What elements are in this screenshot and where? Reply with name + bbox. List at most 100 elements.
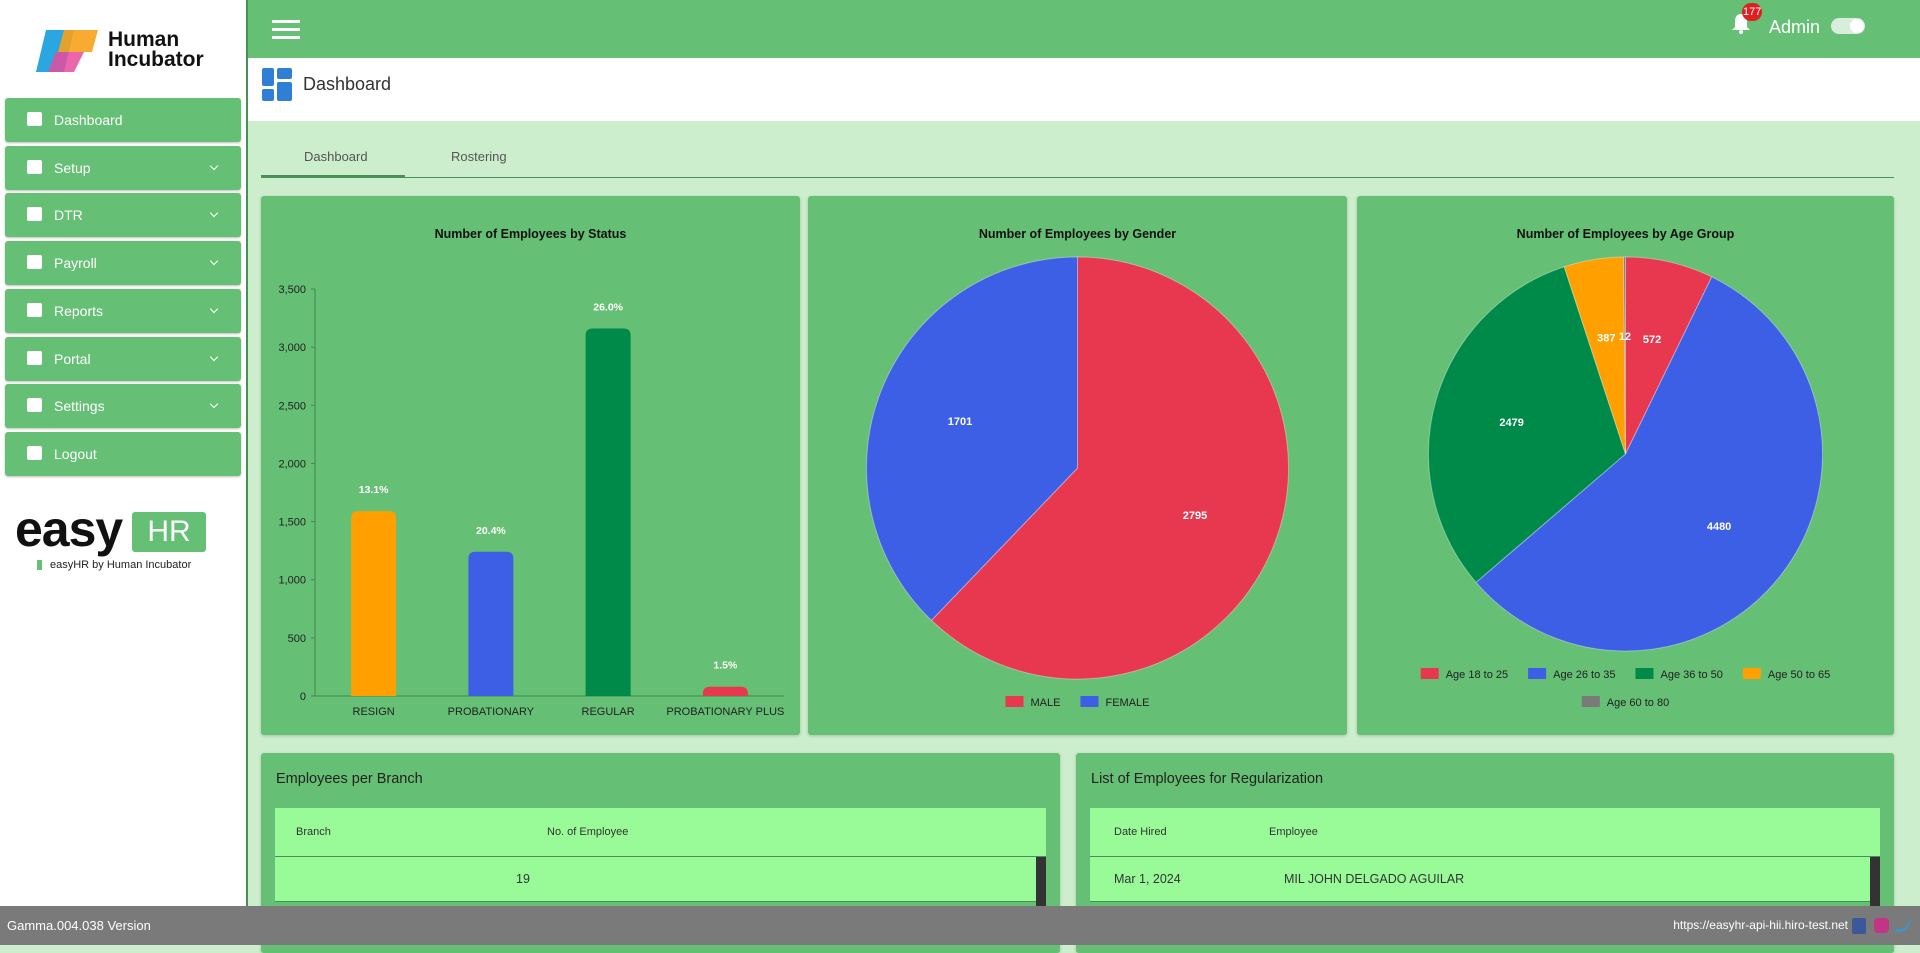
active-tab-underline	[261, 175, 405, 178]
menu-icon	[27, 398, 42, 413]
legend-swatch	[1635, 668, 1654, 679]
top-bar: 177 Admin	[248, 0, 1920, 58]
menu-label: Setup	[54, 159, 91, 176]
menu-icon	[27, 159, 42, 174]
slice-label: 2479	[1499, 417, 1523, 429]
x-tick-label: PROBATIONARY PLUS	[666, 706, 784, 718]
y-tick-label: 500	[288, 633, 306, 645]
version: Gamma.004.038 Version	[7, 918, 151, 933]
tagline-mark	[37, 560, 42, 570]
bar-annotation: 13.1%	[359, 484, 389, 496]
bar	[702, 686, 748, 696]
pie-slice	[1475, 276, 1823, 652]
chart-card: Number of Employees by Status 0 500 1,000 1,…	[261, 196, 800, 735]
slice-label: 387	[1597, 332, 1615, 344]
y-tick-label: 2,000	[278, 458, 306, 470]
legend-label: Age 60 to 80	[1607, 697, 1669, 709]
menu-label: DTR	[54, 207, 83, 224]
column-header: No. of Employee	[547, 826, 629, 838]
legend-item: Age 60 to 80	[1581, 696, 1669, 709]
y-tick-label: 1,500	[278, 517, 306, 529]
menu-item[interactable]: Payroll	[5, 241, 241, 286]
brand-line: Incubator	[108, 48, 204, 71]
tab[interactable]: Dashboard	[304, 149, 368, 164]
bar	[351, 511, 397, 696]
menu-label: Dashboard	[54, 112, 123, 128]
legend-label: Age 18 to 25	[1446, 669, 1508, 681]
legend-label: Age 26 to 35	[1553, 669, 1615, 681]
menu-item[interactable]: Setup	[5, 145, 241, 190]
menu-icon	[27, 112, 42, 126]
menu-label: Logout	[54, 445, 97, 462]
chevron	[209, 256, 219, 266]
slice-label: 1701	[948, 416, 972, 428]
brand-logo	[36, 30, 98, 72]
bar	[585, 328, 631, 696]
chart: Number of Employees by Age Group 572 4480 2…	[1420, 227, 1830, 709]
legend-item: Age 18 to 25	[1420, 668, 1508, 681]
menu-item[interactable]: Logout	[5, 431, 241, 476]
x-tick-label: REGULAR	[582, 706, 635, 718]
legend-label: FEMALE	[1105, 697, 1149, 709]
facebook-icon[interactable]	[1852, 918, 1866, 934]
legend-swatch	[1581, 696, 1600, 707]
y-tick-label: 1,000	[278, 575, 306, 587]
bar-annotation: 1.5%	[713, 660, 738, 672]
column-header: Branch	[296, 826, 331, 838]
site-url[interactable]: https://easyhr-api-hii.hiro-test.net	[1673, 918, 1848, 932]
y-tick-label: 2,500	[278, 400, 306, 412]
legend-item: FEMALE	[1080, 696, 1149, 709]
column-header: Employee	[1269, 826, 1318, 838]
table-title: Employees per Branch	[276, 771, 423, 787]
product-badge: HR	[132, 512, 206, 552]
bar-annotation: 20.4%	[476, 525, 506, 537]
y-tick-label: 0	[300, 691, 306, 703]
product-name: easy	[15, 501, 123, 557]
chevron	[209, 209, 219, 218]
chart-card: Number of Employees by Gender 2795 1701 MAL…	[808, 196, 1347, 735]
chart-title: Number of Employees by Status	[435, 227, 627, 241]
menu-icon	[27, 445, 42, 460]
dashboard-icon	[262, 68, 292, 101]
table-header	[1090, 808, 1880, 857]
x-tick-label: RESIGN	[353, 706, 395, 718]
footer: Gamma.004.038 Version https://easyhr-api…	[0, 906, 1920, 945]
social-icons	[1852, 918, 1912, 934]
chart-title: Number of Employees by Age Group	[1517, 227, 1735, 241]
table-header	[275, 808, 1046, 857]
theme-toggle[interactable]	[1831, 18, 1865, 34]
legend-label: Age 50 to 65	[1768, 669, 1830, 681]
chevron	[209, 161, 219, 170]
legend-swatch	[1528, 668, 1547, 679]
menu-toggle[interactable]	[272, 19, 300, 41]
instagram-icon[interactable]	[1874, 918, 1889, 933]
notification-count: 177	[1742, 3, 1763, 21]
chart-title: Number of Employees by Gender	[979, 227, 1176, 241]
y-tick-label: 3,000	[278, 342, 306, 354]
legend-item: Age 26 to 35	[1528, 668, 1616, 681]
bar	[468, 551, 514, 696]
tab-rule	[261, 177, 1894, 178]
menu-item[interactable]: Reports	[5, 288, 241, 333]
menu-icon	[27, 207, 42, 222]
menu-item[interactable]: Portal	[5, 336, 241, 381]
legend-label: Age 36 to 50	[1661, 669, 1723, 681]
slice-label: 4480	[1707, 521, 1731, 533]
pie-slice	[866, 256, 1078, 622]
menu-label: Settings	[54, 398, 105, 415]
table-row	[275, 857, 1046, 902]
table-cell: 19	[516, 872, 530, 886]
menu-item[interactable]: Dashboard	[5, 98, 241, 142]
twitter-icon[interactable]	[1894, 919, 1912, 932]
menu-item[interactable]: Settings	[5, 384, 241, 429]
user-name[interactable]: Admin	[1769, 17, 1821, 37]
moon-icon	[1880, 16, 1888, 32]
product-tagline: easyHR by Human Incubator	[50, 559, 192, 571]
menu-item[interactable]: DTR	[5, 193, 241, 238]
chevron	[209, 304, 219, 314]
pie-slice	[1563, 256, 1626, 455]
brand-line: Human	[108, 28, 180, 51]
scrollbar	[1036, 857, 1046, 917]
pie-slice	[1625, 256, 1713, 455]
tab[interactable]: Rostering	[451, 149, 507, 164]
